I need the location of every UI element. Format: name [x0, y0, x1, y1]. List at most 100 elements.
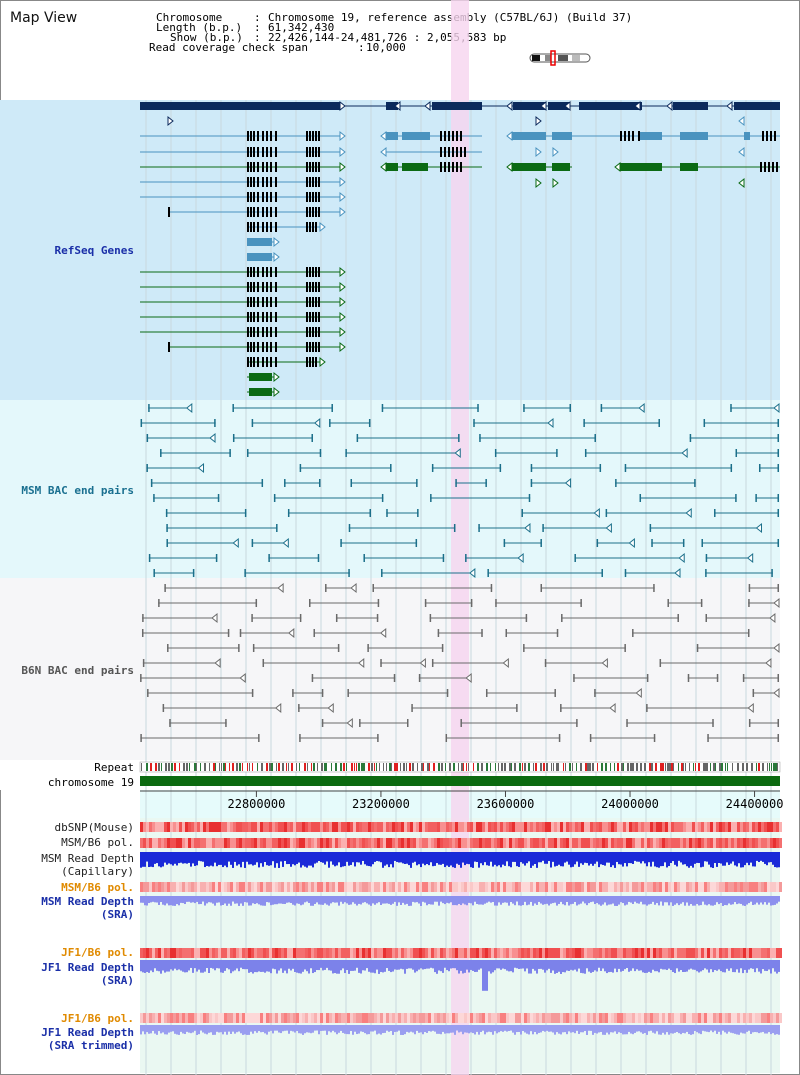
msm-bac-pair[interactable]	[596, 537, 635, 549]
msm-bac-pair[interactable]	[150, 479, 264, 487]
msm-bac-pair[interactable]	[584, 447, 688, 459]
b6n-bac-pair[interactable]	[485, 689, 556, 697]
gene-model[interactable]	[247, 236, 280, 248]
msm-bac-pair[interactable]	[649, 522, 763, 534]
b6n-bac-pair[interactable]	[359, 719, 409, 727]
b6n-bac-pair[interactable]	[424, 599, 473, 607]
msm-bac-pair[interactable]	[521, 507, 600, 519]
msm-bac-pair[interactable]	[356, 434, 460, 442]
b6n-bac-pair[interactable]	[380, 657, 426, 669]
msm-bac-pair[interactable]	[381, 404, 479, 412]
b6n-bac-pair[interactable]	[411, 704, 518, 712]
b6n-bac-pair[interactable]	[321, 717, 353, 729]
msm-bac-pair[interactable]	[479, 434, 596, 442]
msm-bac-pair[interactable]	[165, 509, 247, 517]
gene-model[interactable]	[168, 341, 346, 353]
msm-bac-pair[interactable]	[166, 537, 239, 549]
gene-model[interactable]	[140, 161, 346, 173]
b6n-bac-pair[interactable]	[594, 687, 642, 699]
msm-bac-pair[interactable]	[473, 417, 554, 429]
b6n-bac-pair[interactable]	[589, 734, 656, 742]
b6n-bac-pair[interactable]	[505, 629, 559, 637]
msm-bac-pair[interactable]	[273, 494, 384, 502]
msm-bac-pair[interactable]	[703, 419, 779, 427]
msm-bac-pair[interactable]	[494, 449, 558, 457]
gene-model[interactable]	[168, 206, 346, 218]
msm-bac-pair[interactable]	[251, 417, 321, 429]
msm-bac-pair[interactable]	[430, 494, 531, 502]
b6n-bac-pair[interactable]	[429, 614, 528, 622]
msm-bac-pair[interactable]	[381, 567, 476, 579]
msm-bac-pair[interactable]	[755, 494, 779, 502]
msm-bac-pair[interactable]	[244, 569, 350, 577]
b6n-bac-pair[interactable]	[431, 657, 509, 669]
b6n-bac-pair[interactable]	[313, 627, 387, 639]
msm-bac-pair[interactable]	[615, 479, 696, 487]
msm-bac-pair[interactable]	[251, 537, 289, 549]
gene-model[interactable]	[380, 161, 482, 173]
msm-bac-pair[interactable]	[350, 479, 418, 487]
gene-model[interactable]	[140, 176, 346, 188]
msm-bac-pair[interactable]	[542, 522, 612, 534]
b6n-bac-pair[interactable]	[659, 657, 772, 669]
b6n-bac-pair[interactable]	[632, 629, 750, 637]
msm-bac-pair[interactable]	[148, 402, 193, 414]
gene-model[interactable]	[614, 161, 780, 173]
b6n-bac-pair[interactable]	[418, 672, 472, 684]
msm-bac-pair[interactable]	[340, 539, 418, 547]
b6n-bac-pair[interactable]	[445, 734, 561, 742]
msm-bac-pair[interactable]	[284, 479, 321, 487]
b6n-bac-pair[interactable]	[140, 672, 246, 684]
b6n-bac-pair[interactable]	[667, 599, 703, 607]
msm-bac-track[interactable]	[140, 402, 780, 579]
msm-bac-pair[interactable]	[639, 494, 737, 502]
msm-bac-pair[interactable]	[146, 432, 216, 444]
gene-model[interactable]	[506, 130, 780, 142]
msm-bac-pair[interactable]	[503, 539, 542, 547]
b6n-bac-pair[interactable]	[696, 642, 780, 654]
msm-bac-pair[interactable]	[689, 434, 779, 442]
b6n-bac-pair[interactable]	[742, 674, 779, 682]
b6n-bac-pair[interactable]	[262, 657, 365, 669]
b6n-bac-pair[interactable]	[748, 597, 780, 609]
b6n-bac-pair[interactable]	[544, 657, 608, 669]
b6n-bac-pair[interactable]	[239, 627, 295, 639]
b6n-bac-pair[interactable]	[252, 644, 340, 652]
gene-model[interactable]	[140, 191, 346, 203]
b6n-bac-pair[interactable]	[309, 599, 380, 607]
gene-model[interactable]	[247, 251, 280, 263]
msm-bac-pair[interactable]	[247, 449, 322, 457]
b6n-bac-pair[interactable]	[560, 702, 616, 714]
msm-bac-pair[interactable]	[348, 524, 456, 532]
msm-bac-pair[interactable]	[153, 569, 195, 577]
msm-bac-pair[interactable]	[455, 479, 487, 487]
b6n-bac-pair[interactable]	[335, 614, 379, 622]
msm-bac-pair[interactable]	[287, 509, 372, 517]
gene-model[interactable]	[140, 326, 346, 338]
b6n-bac-track[interactable]	[140, 582, 780, 742]
msm-bac-pair[interactable]	[714, 509, 779, 517]
msm-bac-pair[interactable]	[705, 552, 754, 564]
b6n-bac-pair[interactable]	[299, 734, 379, 742]
b6n-bac-pair[interactable]	[298, 702, 334, 714]
msm-bac-pair[interactable]	[465, 552, 524, 564]
b6n-bac-pair[interactable]	[367, 644, 444, 652]
msm-bac-pair[interactable]	[530, 477, 572, 489]
b6n-bac-pair[interactable]	[646, 702, 754, 714]
msm-bac-pair[interactable]	[651, 539, 685, 547]
msm-bac-pair[interactable]	[140, 419, 216, 427]
b6n-bac-pair[interactable]	[167, 644, 240, 652]
msm-bac-pair[interactable]	[268, 554, 320, 562]
b6n-bac-pair[interactable]	[460, 719, 578, 727]
b6n-bac-pair[interactable]	[523, 644, 626, 652]
b6n-bac-pair[interactable]	[140, 734, 260, 742]
msm-bac-pair[interactable]	[705, 569, 773, 577]
msm-bac-pair[interactable]	[431, 464, 502, 472]
msm-bac-pair[interactable]	[730, 402, 780, 414]
b6n-bac-pair[interactable]	[142, 657, 221, 669]
gene-model[interactable]	[247, 221, 326, 233]
b6n-bac-pair[interactable]	[325, 582, 357, 594]
b6n-bac-pair[interactable]	[251, 614, 302, 622]
msm-bac-pair[interactable]	[605, 507, 692, 519]
msm-bac-pair[interactable]	[478, 522, 531, 534]
